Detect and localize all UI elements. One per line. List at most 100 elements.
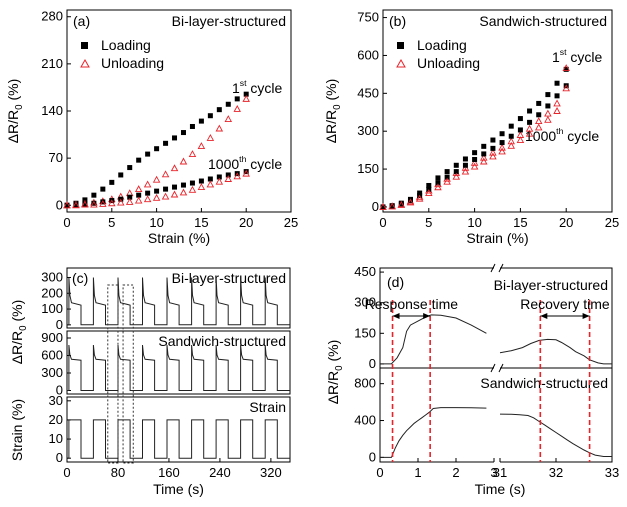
data-point-unloading xyxy=(452,172,461,180)
data-point-loading xyxy=(462,156,468,162)
data-point-loading xyxy=(472,156,478,162)
data-point-unloading xyxy=(99,199,107,207)
y-tick-label: 600 xyxy=(41,348,63,363)
data-point-loading xyxy=(172,135,178,141)
data-point-unloading xyxy=(562,64,570,72)
data-point-loading xyxy=(172,184,178,190)
data-point-loading xyxy=(207,176,213,182)
x-tick-label: 10 xyxy=(149,215,163,230)
axis-break-mark xyxy=(498,263,504,273)
x-tick-label: 240 xyxy=(209,465,231,480)
panel-label: (b) xyxy=(389,13,406,29)
data-point-loading xyxy=(508,133,514,139)
data-point-unloading xyxy=(544,109,552,117)
data-point-unloading xyxy=(224,175,233,182)
subplot-title: Sandwich-structured xyxy=(158,333,286,349)
data-point-loading xyxy=(426,182,432,188)
legend-marker-loading xyxy=(81,42,88,49)
data-point-loading xyxy=(82,201,88,207)
data-point-loading xyxy=(136,157,142,163)
y-tick-label: 210 xyxy=(41,56,63,71)
data-point-unloading xyxy=(134,196,143,204)
legend-label-unloading: Unloading xyxy=(417,55,480,71)
series-line xyxy=(66,277,290,326)
data-point-unloading xyxy=(224,115,233,123)
y-axis-label: ΔR/R0 (%) xyxy=(325,340,345,405)
data-point-unloading xyxy=(233,172,241,180)
data-point-unloading xyxy=(507,137,515,145)
y-tick-label: 150 xyxy=(357,161,379,176)
y-tick-label: 300 xyxy=(357,123,379,138)
data-point-loading xyxy=(453,169,459,175)
y-tick-label: 800 xyxy=(354,376,376,391)
data-point-unloading xyxy=(215,124,224,132)
data-point-loading xyxy=(508,123,514,129)
data-point-unloading xyxy=(108,199,116,207)
data-point-loading xyxy=(145,151,151,157)
data-point-loading xyxy=(545,103,551,109)
data-point-loading xyxy=(189,123,195,129)
subplot-title: Strain xyxy=(249,399,286,415)
data-point-unloading xyxy=(152,175,161,183)
data-point-loading xyxy=(435,175,441,181)
annotation-1000th-cycle: 1000th cycle xyxy=(525,126,599,144)
panel-a: 0 5 10 15 20 25 0 70 140 210 280 Strain (%) (a) Bi-la… xyxy=(41,9,298,246)
data-point-loading xyxy=(481,151,487,157)
data-point-loading xyxy=(499,131,505,137)
legend-label-loading: Loading xyxy=(101,37,151,53)
data-point-loading xyxy=(407,198,413,204)
data-point-loading xyxy=(517,127,523,133)
panel-d: 0 150 300 450 Bi-layer-structured 0 400 800 Sand… xyxy=(354,263,619,497)
y-tick-label: 300 xyxy=(41,365,63,380)
data-point-unloading xyxy=(72,201,80,209)
data-point-unloading xyxy=(489,148,497,156)
y-tick-label: 0 xyxy=(372,199,379,214)
series-line xyxy=(380,407,487,458)
data-point-unloading xyxy=(480,153,488,161)
y-tick-label: 150 xyxy=(354,325,376,340)
data-point-loading xyxy=(462,162,468,168)
data-point-loading xyxy=(100,199,106,205)
data-point-unloading xyxy=(480,157,488,165)
x-tick-label: 31 xyxy=(493,465,507,480)
y-tick-label: 450 xyxy=(357,85,379,100)
data-point-unloading xyxy=(233,105,241,112)
data-point-unloading xyxy=(125,197,134,205)
data-point-unloading xyxy=(197,142,206,149)
y-tick-label: 0 xyxy=(369,356,376,371)
series-line xyxy=(499,413,612,457)
data-point-unloading xyxy=(553,99,561,107)
x-tick-label: 15 xyxy=(194,215,208,230)
data-point-loading xyxy=(180,182,186,188)
data-point-loading xyxy=(517,116,523,122)
x-tick-label: 32 xyxy=(549,465,563,480)
data-point-unloading xyxy=(434,183,442,191)
x-tick-label: 320 xyxy=(260,465,282,480)
data-point-loading xyxy=(109,179,115,185)
data-point-loading xyxy=(225,172,231,178)
data-point-unloading xyxy=(170,190,179,198)
legend-marker-unloading xyxy=(80,58,90,68)
y-tick-label: 10 xyxy=(49,431,63,446)
y-tick-label: 0 xyxy=(56,383,63,398)
data-point-loading xyxy=(435,180,441,186)
data-point-loading xyxy=(234,96,240,102)
y-tick-label: 280 xyxy=(41,9,63,24)
data-point-unloading xyxy=(161,192,170,200)
data-point-loading xyxy=(91,200,97,206)
data-point-loading xyxy=(127,194,133,200)
data-point-unloading xyxy=(134,185,143,193)
data-point-unloading xyxy=(406,198,415,206)
data-point-unloading xyxy=(197,183,206,191)
x-axis-label: Time (s) xyxy=(475,481,526,497)
x-axis-label: Strain (%) xyxy=(466,230,528,246)
data-point-loading xyxy=(225,101,231,107)
data-point-loading xyxy=(527,108,533,114)
y-tick-label: 0 xyxy=(56,317,63,332)
response-time-label: Response time xyxy=(365,296,459,312)
data-point-unloading xyxy=(179,157,188,165)
x-axis-label: Strain (%) xyxy=(148,230,210,246)
y-tick-label: 450 xyxy=(354,264,376,279)
data-point-loading xyxy=(499,140,505,146)
